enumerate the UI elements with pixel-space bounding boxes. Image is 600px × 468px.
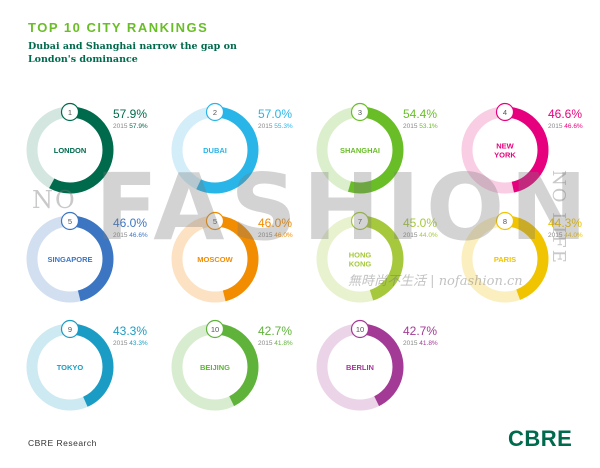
city-label: MOSCOW — [197, 255, 233, 264]
prev-year-label: 2015 46.6% — [113, 232, 148, 239]
prev-year: 2015 — [403, 123, 419, 130]
donut-berlin: 10 BERLIN 42.7% 2015 41.8% — [316, 319, 438, 411]
prev-year-label: 2015 46.6% — [548, 123, 583, 130]
value-label: 42.7% — [403, 324, 437, 338]
prev-value: 44.0% — [564, 232, 583, 239]
city-label: TOKYO — [57, 363, 84, 372]
value-label: 45.0% — [403, 216, 437, 230]
city-label: BERLIN — [346, 363, 374, 372]
rank-label: 4 — [503, 108, 507, 117]
source-note: CBRE Research — [28, 438, 97, 448]
prev-year: 2015 — [548, 123, 564, 130]
rank-label: 10 — [356, 325, 364, 334]
prev-year-label: 2015 41.8% — [258, 340, 293, 347]
value-label: 57.9% — [113, 107, 147, 121]
city-label: KONG — [349, 260, 372, 269]
prev-year: 2015 — [258, 340, 274, 347]
city-label: PARIS — [494, 255, 516, 264]
prev-year-label: 2015 41.8% — [403, 340, 438, 347]
prev-year: 2015 — [113, 123, 129, 130]
prev-year-label: 2015 57.9% — [113, 123, 148, 130]
prev-value: 43.3% — [129, 340, 148, 347]
prev-year: 2015 — [113, 340, 129, 347]
prev-value: 53.1% — [419, 123, 438, 130]
donut-beijing: 10 BEIJING 42.7% 2015 41.8% — [171, 319, 293, 411]
prev-value: 41.8% — [274, 340, 293, 347]
prev-year-label: 2015 44.0% — [403, 232, 438, 239]
rank-label: 7 — [358, 217, 362, 226]
prev-year-label: 2015 46.0% — [258, 232, 293, 239]
value-label: 46.0% — [258, 216, 292, 230]
donut-paris: 8 PARIS 44.3% 2015 44.0% — [461, 211, 583, 303]
city-label: DUBAI — [203, 146, 227, 155]
rank-badge — [205, 319, 225, 339]
value-label: 42.7% — [258, 324, 292, 338]
rank-label: 10 — [211, 325, 219, 334]
prev-year-label: 2015 44.0% — [548, 232, 583, 239]
prev-value: 57.9% — [129, 123, 148, 130]
prev-year: 2015 — [113, 232, 129, 239]
city-label: SINGAPORE — [47, 255, 92, 264]
rank-badge — [205, 211, 225, 231]
rank-badge — [205, 102, 225, 122]
prev-year: 2015 — [258, 232, 274, 239]
prev-year-label: 2015 53.1% — [403, 123, 438, 130]
donut-shanghai: 3 SHANGHAI 54.4% 2015 53.1% — [316, 102, 438, 194]
city-label: YORK — [494, 151, 516, 160]
donut-singapore: 5 SINGAPORE 46.0% 2015 46.6% — [26, 211, 148, 303]
value-label: 44.3% — [548, 216, 582, 230]
prev-year: 2015 — [258, 123, 274, 130]
prev-value: 55.3% — [274, 123, 293, 130]
prev-value: 44.0% — [419, 232, 438, 239]
rank-badge — [495, 102, 515, 122]
value-label: 46.0% — [113, 216, 147, 230]
rank-badge — [350, 211, 370, 231]
prev-value: 46.6% — [129, 232, 148, 239]
prev-value: 41.8% — [419, 340, 438, 347]
value-label: 57.0% — [258, 107, 292, 121]
prev-year: 2015 — [403, 340, 419, 347]
city-label: HONG — [349, 251, 372, 260]
city-label: BEIJING — [200, 363, 230, 372]
rank-label: 5 — [213, 217, 217, 226]
page-title: TOP 10 CITY RANKINGS — [28, 20, 209, 35]
rank-badge — [60, 211, 80, 231]
rank-label: 2 — [213, 108, 217, 117]
rank-label: 3 — [358, 108, 362, 117]
rank-badge — [350, 319, 370, 339]
prev-year: 2015 — [548, 232, 564, 239]
city-label: LONDON — [54, 146, 87, 155]
rank-label: 1 — [68, 108, 72, 117]
value-label: 54.4% — [403, 107, 437, 121]
rank-badge — [495, 211, 515, 231]
rank-badge — [60, 319, 80, 339]
donut-dubai: 2 DUBAI 57.0% 2015 55.3% — [171, 102, 293, 194]
prev-value: 46.6% — [564, 123, 583, 130]
rank-label: 8 — [503, 217, 507, 226]
value-label: 43.3% — [113, 324, 147, 338]
rank-label: 5 — [68, 217, 72, 226]
city-label: NEW — [496, 142, 514, 151]
value-label: 46.6% — [548, 107, 582, 121]
rank-badge — [60, 102, 80, 122]
rank-label: 9 — [68, 325, 72, 334]
prev-value: 46.0% — [274, 232, 293, 239]
prev-year: 2015 — [403, 232, 419, 239]
prev-year-label: 2015 43.3% — [113, 340, 148, 347]
prev-year-label: 2015 55.3% — [258, 123, 293, 130]
page-subtitle: Dubai and Shanghai narrow the gap on Lon… — [28, 41, 237, 65]
cbre-logo: CBRE — [508, 426, 573, 451]
rank-badge — [350, 102, 370, 122]
city-label: SHANGHAI — [340, 146, 380, 155]
